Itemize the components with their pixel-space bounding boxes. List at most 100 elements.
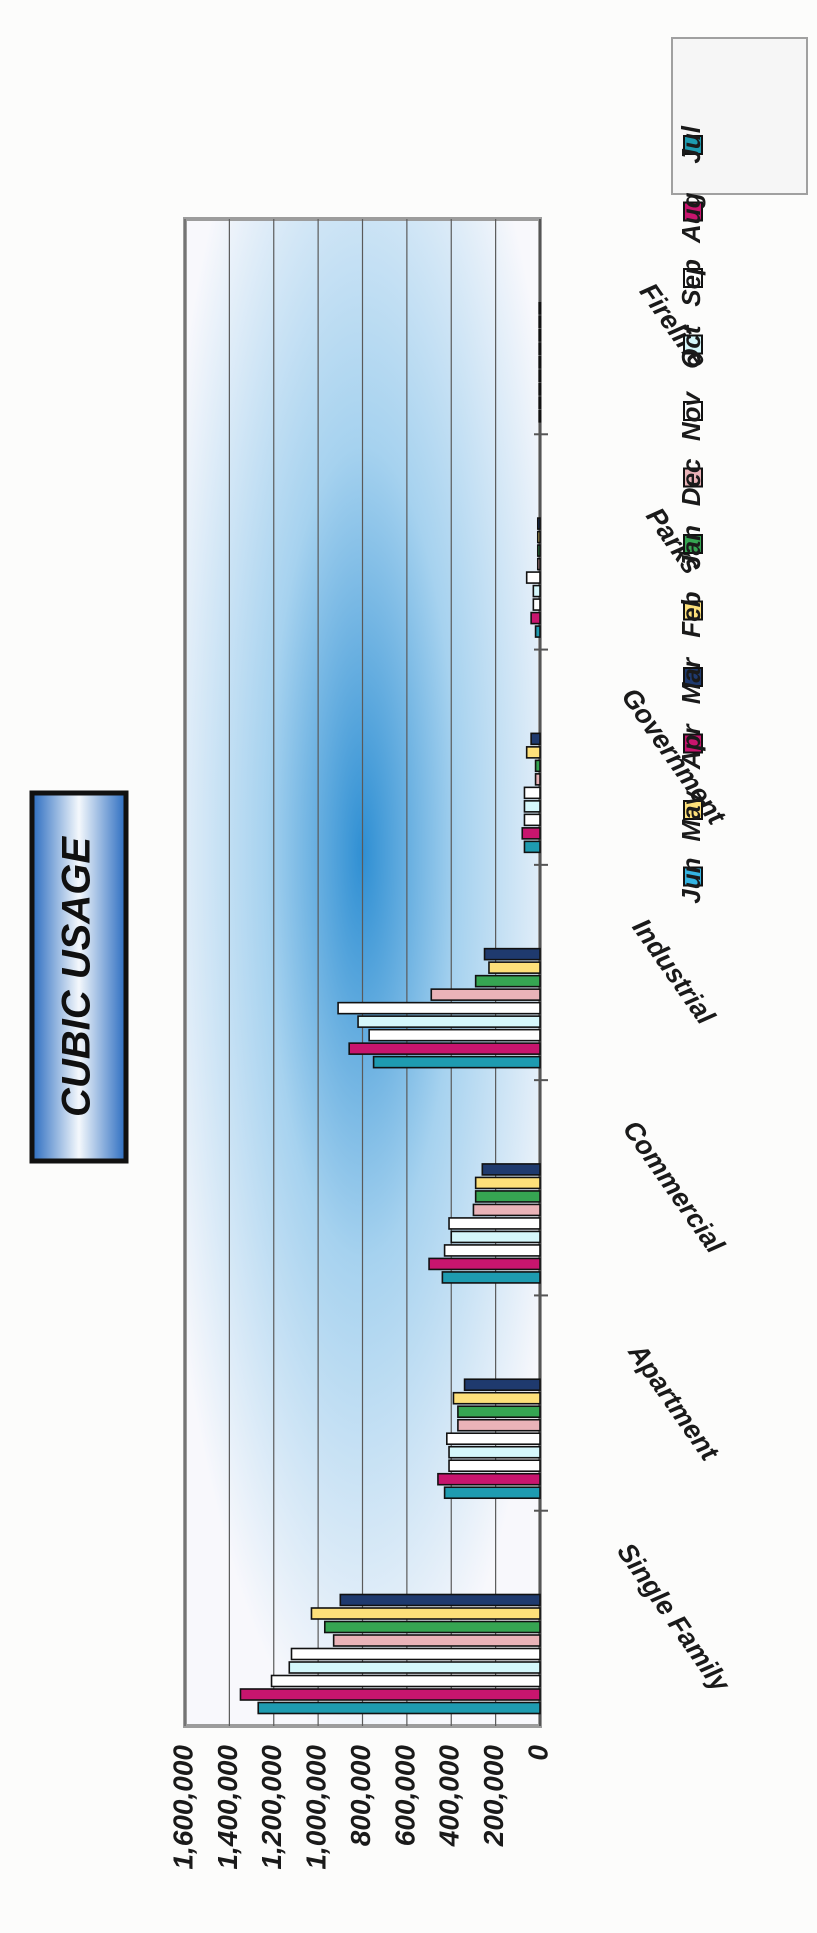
bar: [536, 544, 541, 557]
value-tick-label: 200,000: [478, 1745, 509, 1848]
legend-label: Apr: [676, 723, 706, 771]
legend-item: Aug: [676, 192, 706, 244]
bar: [525, 571, 541, 584]
legend-swatch: [683, 334, 703, 355]
legend-item: Mar: [676, 656, 706, 704]
bar: [481, 1163, 541, 1176]
bar: [538, 315, 542, 329]
category-label: Government: [616, 682, 732, 830]
bar: [530, 732, 541, 746]
legend-label: Jan: [676, 525, 706, 570]
bar: [538, 301, 542, 315]
legend-swatch: [683, 201, 703, 222]
category-label: Industrial: [626, 913, 721, 1030]
bars: [239, 301, 542, 1715]
value-tick-label: 1,600,000: [167, 1745, 198, 1870]
bar: [523, 800, 541, 813]
bar: [357, 1015, 541, 1028]
value-tick-label: 800,000: [345, 1745, 376, 1847]
chart-title: CUBIC USAGE: [29, 790, 129, 1164]
legend-label: Nov: [676, 390, 706, 441]
value-tick-label: 400,000: [434, 1745, 465, 1848]
legend-label: Sep: [676, 259, 706, 307]
bar: [538, 382, 542, 396]
legend-item: Jan: [676, 525, 706, 570]
legend-swatch: [683, 534, 703, 554]
bar: [441, 1271, 541, 1284]
bar: [530, 611, 541, 625]
bar: [538, 342, 542, 356]
bar: [339, 1593, 541, 1607]
value-tick-label: 0: [522, 1745, 553, 1761]
value-tick-label: 600,000: [389, 1745, 420, 1847]
legend-box: [671, 37, 808, 195]
bar: [290, 1647, 541, 1661]
legend-label: Aug: [676, 192, 706, 244]
legend-swatch: [683, 800, 703, 820]
bar: [488, 961, 541, 974]
legend-label: May: [676, 789, 706, 841]
bar: [474, 974, 541, 988]
bar: [372, 1055, 541, 1069]
bar: [446, 1432, 541, 1446]
legend-item: Jun: [676, 858, 706, 904]
bar: [536, 557, 541, 571]
legend-label: Oct: [676, 324, 706, 369]
legend-item: Dec: [676, 458, 706, 506]
bar: [463, 1378, 541, 1392]
bar: [430, 988, 541, 1001]
bar: [457, 1405, 541, 1419]
bar: [457, 1418, 541, 1432]
category-label: Commercial: [617, 1115, 731, 1259]
bar: [534, 625, 541, 638]
bar: [443, 1486, 541, 1500]
bar: [523, 840, 541, 854]
bar: [448, 1217, 541, 1230]
legend-swatch: [683, 600, 703, 621]
bar: [534, 759, 541, 773]
bar: [523, 786, 541, 800]
category-label: Single Family: [611, 1537, 737, 1698]
bar: [450, 1230, 541, 1244]
bar: [474, 1176, 541, 1190]
bar: [538, 409, 542, 423]
legend-item: Jul: [676, 125, 706, 163]
bar: [437, 1472, 541, 1486]
bar: [337, 1001, 541, 1015]
value-tick-label: 1,400,000: [212, 1745, 243, 1870]
legend-label: Dec: [676, 458, 706, 506]
bar: [323, 1620, 541, 1634]
legend: Jul Aug Sep Oct Nov Dec Jan Feb Mar Apr May Jun: [671, 37, 808, 904]
bar: [532, 598, 541, 611]
title-box: [29, 790, 129, 1164]
bar: [257, 1701, 541, 1715]
legend-item: Sep: [676, 259, 706, 307]
bar: [288, 1661, 541, 1674]
bar: [523, 813, 541, 827]
bar: [525, 746, 541, 759]
legend-label: Jun: [676, 858, 706, 904]
legend-label: Jul: [676, 125, 706, 163]
legend-item: Oct: [676, 324, 706, 369]
bar: [483, 947, 541, 961]
legend-item: Feb: [676, 591, 706, 637]
legend-swatch: [683, 135, 703, 155]
legend-item: May: [676, 789, 706, 841]
value-tick-labels: 1,600,000 1,400,000 1,200,000 1,000,000 800,…: [167, 1745, 553, 1870]
bar: [448, 1459, 541, 1473]
value-tick-label: 1,000,000: [301, 1745, 332, 1870]
bar: [536, 530, 541, 544]
bar: [452, 1391, 541, 1405]
bar: [538, 328, 542, 342]
bar: [532, 584, 541, 598]
legend-swatch: [683, 866, 703, 887]
bar: [270, 1674, 541, 1688]
legend-swatch: [683, 733, 703, 754]
bar: [448, 1445, 541, 1459]
bar: [474, 1190, 541, 1203]
bar: [538, 355, 542, 369]
bar: [428, 1257, 541, 1271]
bar: [443, 1244, 541, 1257]
